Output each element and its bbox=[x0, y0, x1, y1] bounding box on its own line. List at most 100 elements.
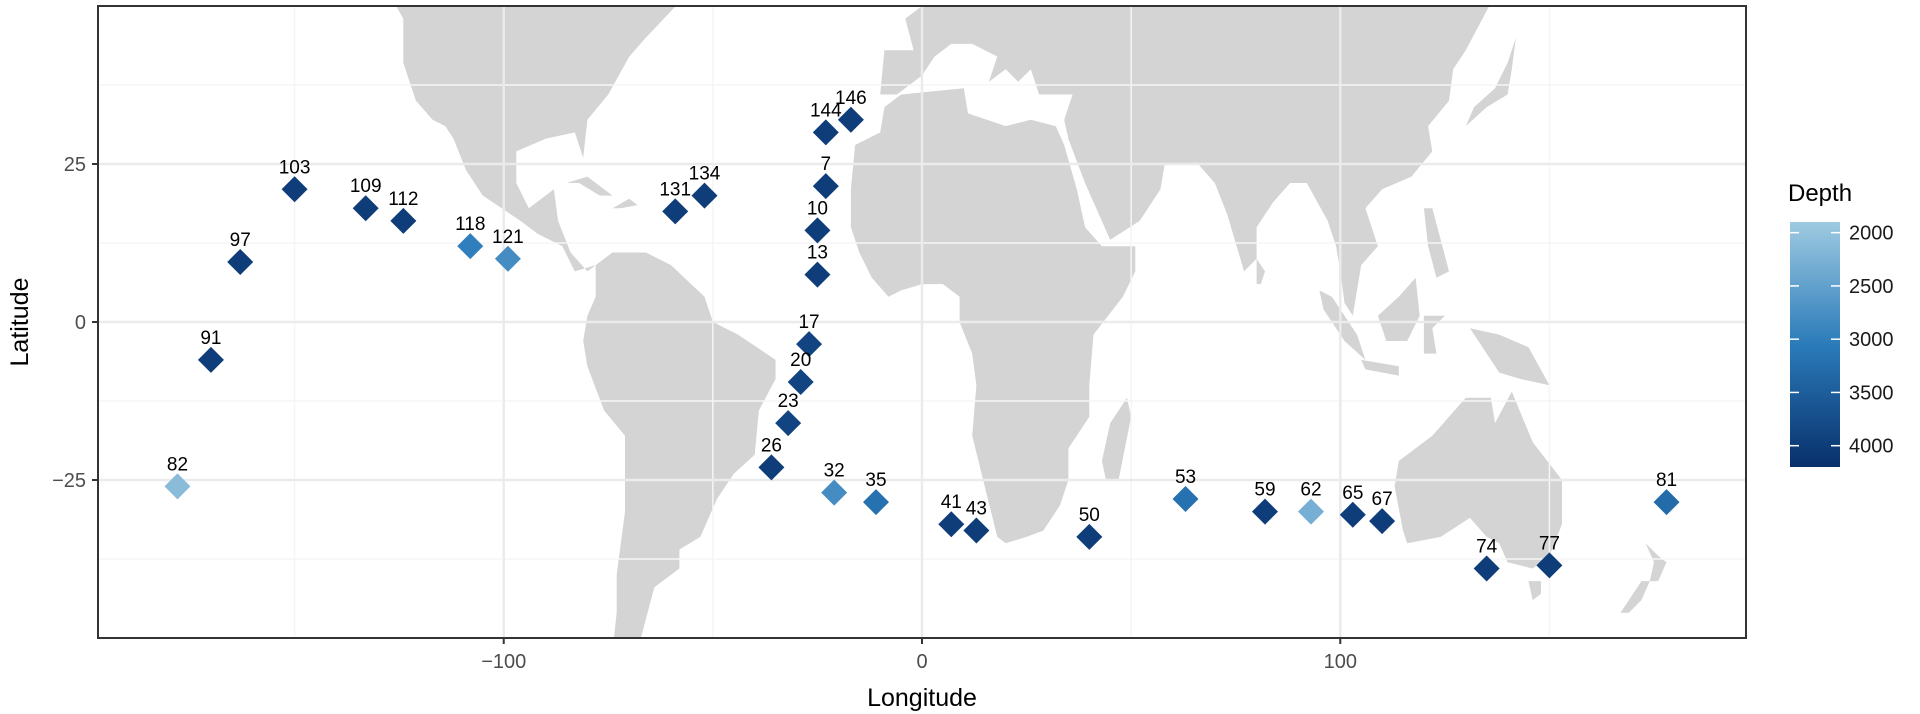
station-marker bbox=[812, 173, 839, 200]
station-label: 43 bbox=[966, 499, 987, 520]
land-hispaniola bbox=[612, 198, 638, 209]
station-marker bbox=[796, 331, 823, 358]
legend-tick-label: 2000 bbox=[1849, 223, 1894, 245]
station-label: 121 bbox=[492, 227, 524, 248]
station-marker bbox=[804, 261, 831, 288]
legend-tick-label: 2500 bbox=[1849, 276, 1894, 298]
grid-lines bbox=[98, 6, 1746, 638]
station-marker bbox=[1172, 485, 1199, 512]
station-marker bbox=[1076, 523, 1103, 550]
station-label: 26 bbox=[761, 435, 782, 456]
station-label: 59 bbox=[1254, 480, 1275, 501]
station-label: 134 bbox=[689, 164, 721, 185]
station-marker bbox=[963, 517, 990, 544]
land-borneo bbox=[1377, 277, 1420, 341]
station-marker bbox=[821, 479, 848, 506]
station-marker bbox=[837, 106, 864, 133]
land-sulawesi bbox=[1423, 315, 1445, 354]
station-label: 118 bbox=[455, 214, 485, 235]
depth-legend: Depth 2000 2500 3000 3500 4000 bbox=[1788, 180, 1894, 467]
station-label: 41 bbox=[941, 492, 962, 513]
station-marker bbox=[1536, 552, 1563, 579]
land-eurasia bbox=[880, 6, 1490, 316]
station-marker bbox=[1653, 489, 1680, 516]
station-marker bbox=[804, 217, 831, 244]
station-marker bbox=[457, 233, 484, 260]
station-marker bbox=[227, 248, 254, 275]
station-label: 35 bbox=[865, 470, 886, 491]
station-marker bbox=[390, 207, 417, 234]
land-south-america bbox=[583, 252, 776, 638]
station-marker bbox=[352, 195, 379, 222]
land-masses bbox=[396, 6, 1667, 638]
axes: −100 0 100 −25 0 25 bbox=[52, 154, 1357, 673]
station-label: 20 bbox=[790, 350, 811, 371]
land-nz-south bbox=[1620, 581, 1650, 613]
land-arabia bbox=[1068, 132, 1165, 240]
station-marker bbox=[197, 346, 224, 373]
station-label: 17 bbox=[798, 312, 819, 333]
land-cuba bbox=[566, 176, 613, 196]
station-points bbox=[164, 106, 1680, 582]
y-tick-label: 0 bbox=[75, 312, 86, 334]
station-marker bbox=[862, 489, 889, 516]
legend-tick-label: 4000 bbox=[1849, 436, 1894, 458]
station-marker bbox=[662, 198, 689, 225]
station-marker bbox=[494, 245, 521, 272]
station-marker bbox=[1297, 498, 1324, 525]
station-label: 131 bbox=[659, 179, 691, 200]
station-label: 146 bbox=[835, 88, 867, 109]
station-marker bbox=[812, 119, 839, 146]
station-label: 112 bbox=[388, 189, 418, 210]
x-tick-label: −100 bbox=[481, 651, 526, 673]
station-label: 97 bbox=[230, 230, 251, 251]
land-java bbox=[1361, 359, 1399, 376]
station-label: 65 bbox=[1342, 483, 1363, 504]
station-label: 53 bbox=[1175, 467, 1196, 488]
legend-tick-label: 3000 bbox=[1849, 329, 1894, 351]
station-label: 62 bbox=[1300, 480, 1321, 501]
legend-ticks: 2000 2500 3000 3500 4000 bbox=[1790, 223, 1894, 458]
x-axis-title: Longitude bbox=[867, 684, 977, 712]
station-label: 82 bbox=[167, 454, 188, 475]
station-label: 67 bbox=[1372, 489, 1393, 510]
station-marker bbox=[938, 511, 965, 538]
x-tick-label: 100 bbox=[1324, 651, 1357, 673]
land-new-guinea bbox=[1469, 328, 1550, 386]
station-label: 32 bbox=[824, 461, 845, 482]
station-label: 144 bbox=[810, 100, 842, 121]
y-tick-label: −25 bbox=[52, 470, 86, 492]
y-tick-label: 25 bbox=[64, 154, 86, 176]
station-marker bbox=[1339, 501, 1366, 528]
station-label: 13 bbox=[807, 243, 828, 264]
station-label: 81 bbox=[1656, 470, 1677, 491]
station-label: 7 bbox=[821, 154, 832, 175]
land-sri-lanka bbox=[1256, 258, 1265, 285]
station-marker bbox=[1251, 498, 1278, 525]
station-marker bbox=[775, 410, 802, 437]
land-north-america bbox=[396, 6, 676, 272]
station-marker bbox=[691, 182, 718, 209]
land-nz-north bbox=[1645, 543, 1667, 582]
station-labels: 7 10 13 17 20 23 26 32 35 41 43 50 53 59 62 65 67 74 77 81 8… bbox=[167, 88, 1677, 558]
station-label: 50 bbox=[1079, 505, 1100, 526]
station-label: 10 bbox=[807, 198, 828, 219]
y-axis-title: Latitude bbox=[6, 278, 34, 367]
station-label: 91 bbox=[200, 328, 221, 349]
station-marker bbox=[164, 473, 191, 500]
station-label: 23 bbox=[778, 391, 799, 412]
station-label: 103 bbox=[279, 157, 311, 178]
land-sumatra bbox=[1319, 290, 1366, 360]
station-label: 109 bbox=[350, 176, 382, 197]
legend-tick-label: 3500 bbox=[1849, 382, 1894, 404]
station-label: 77 bbox=[1539, 533, 1560, 554]
station-label: 74 bbox=[1476, 536, 1498, 557]
station-marker bbox=[1473, 555, 1500, 582]
legend-colorbar bbox=[1790, 222, 1840, 467]
land-japan bbox=[1465, 37, 1516, 127]
land-madagascar bbox=[1101, 397, 1132, 480]
x-tick-label: 0 bbox=[916, 651, 927, 673]
station-marker bbox=[758, 454, 785, 481]
land-tasmania bbox=[1528, 581, 1541, 601]
